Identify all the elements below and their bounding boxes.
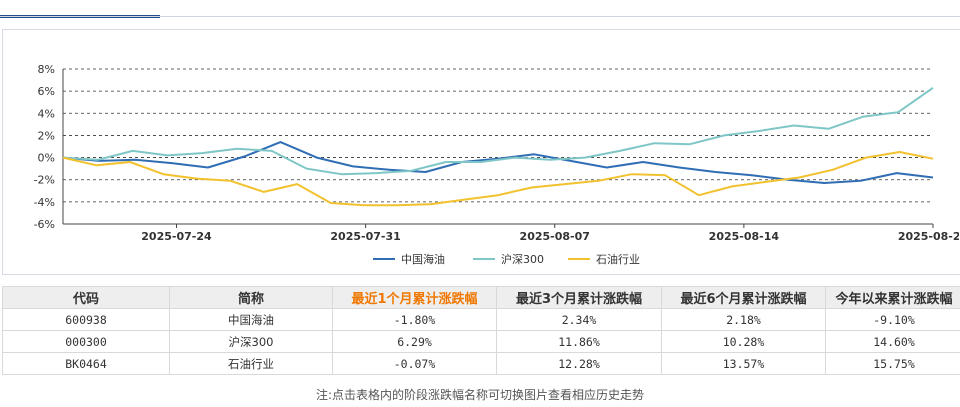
y-tick-label: -4% (34, 196, 55, 209)
header-ytd-return[interactable]: 今年以来累计涨跌幅 (825, 286, 960, 309)
legend-label: 石油行业 (596, 252, 640, 266)
cell-1m: -0.07% (332, 352, 497, 375)
y-tick-label: 8% (38, 63, 55, 76)
series-line-3 (62, 151, 934, 207)
y-tick-label: -6% (34, 218, 55, 231)
x-tick-label: 2025-07-31 (330, 230, 400, 243)
cell-ytd: 14.60% (825, 330, 960, 353)
cell-name: 石油行业 (169, 352, 333, 375)
cell-ytd: 15.75% (825, 352, 960, 375)
x-tick-label: 2025-07-24 (141, 230, 212, 243)
chart-panel: 8% 6% 4% 2% 0% -2% -4% -6% 2025-07-24 2025-07-31 2… (2, 29, 960, 275)
x-tick-label: 2025-08-21 (898, 230, 959, 243)
header-code: 代码 (2, 286, 170, 309)
top-tab-bar (0, 0, 960, 20)
table-row: 000300 沪深300 6.29% 11.86% 10.28% 14.60% (2, 330, 960, 353)
cell-ytd: -9.10% (825, 308, 960, 331)
header-1-month-return[interactable]: 最近1个月累计涨跌幅 (332, 286, 497, 309)
cell-1m: -1.80% (332, 308, 497, 331)
footnote: 注:点击表格内的阶段涨跌幅名称可切换图片查看相应历史走势 (315, 388, 645, 402)
header-3-month-return[interactable]: 最近3个月累计涨跌幅 (496, 286, 662, 309)
legend-label: 中国海油 (401, 252, 445, 266)
cell-3m: 11.86% (496, 330, 662, 353)
cell-name: 沪深300 (169, 330, 333, 353)
x-tick-label: 2025-08-14 (709, 230, 780, 243)
cell-1m: 6.29% (332, 330, 497, 353)
y-tick-label: 2% (38, 129, 55, 142)
x-tick-label: 2025-08-07 (520, 230, 590, 243)
y-tick-label: 0% (38, 152, 55, 165)
header-name: 简称 (169, 286, 333, 309)
cell-code: 000300 (2, 330, 170, 353)
cell-6m: 2.18% (661, 308, 826, 331)
cell-code: BK0464 (2, 352, 170, 375)
legend-label: 沪深300 (501, 252, 544, 266)
tab-bar-divider (0, 16, 960, 17)
cell-6m: 13.57% (661, 352, 826, 375)
cell-3m: 12.28% (496, 352, 662, 375)
table-row: 600938 中国海油 -1.80% 2.34% 2.18% -9.10% (2, 308, 960, 331)
cell-3m: 2.34% (496, 308, 662, 331)
header-6-month-return[interactable]: 最近6个月累计涨跌幅 (661, 286, 826, 309)
y-tick-label: -2% (34, 174, 55, 187)
cell-name: 中国海油 (169, 308, 333, 331)
line-chart: 8% 6% 4% 2% 0% -2% -4% -6% 2025-07-24 2025-07-31 2… (34, 63, 960, 266)
cell-code: 600938 (2, 308, 170, 331)
y-tick-label: 4% (38, 107, 55, 120)
series-line-2 (62, 86, 934, 176)
table-row: BK0464 石油行业 -0.07% 12.28% 13.57% 15.75% (2, 352, 960, 375)
table-header-row: 代码 简称 最近1个月累计涨跌幅 最近3个月累计涨跌幅 最近6个月累计涨跌幅 今… (2, 286, 960, 309)
cell-6m: 10.28% (661, 330, 826, 353)
performance-table: 代码 简称 最近1个月累计涨跌幅 最近3个月累计涨跌幅 最近6个月累计涨跌幅 今… (2, 286, 960, 375)
y-tick-label: 6% (38, 85, 55, 98)
